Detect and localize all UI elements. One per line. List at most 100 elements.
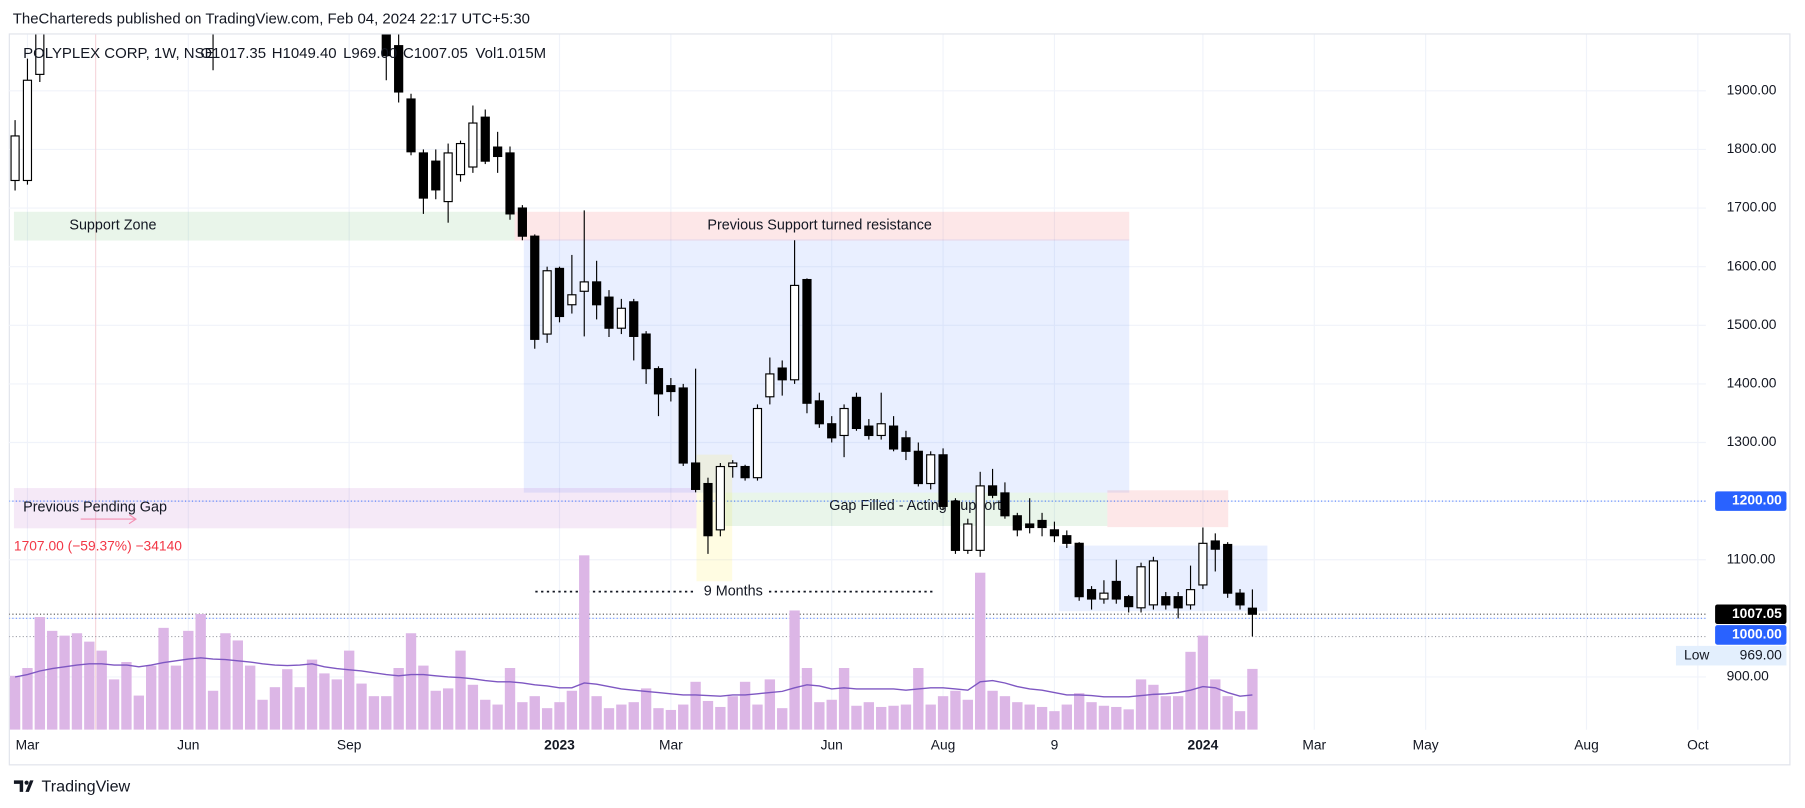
candle-body (888, 425, 899, 450)
volume-bar (777, 708, 788, 730)
volume-bar (244, 665, 256, 730)
volume-bar (975, 572, 986, 730)
candle-body (1136, 566, 1146, 609)
legend-close: C1007.05 (403, 45, 468, 62)
volume-bar (442, 688, 454, 730)
candle-body (926, 454, 936, 485)
volume-bar (492, 704, 503, 730)
candle-body (851, 396, 862, 430)
candles (10, 34, 1258, 637)
candle-body (1235, 592, 1245, 606)
x-tick-label: Oct (1687, 736, 1709, 752)
volume-bar (579, 555, 590, 730)
y-tick-label: 1500.00 (1727, 316, 1777, 332)
candle-body (22, 79, 33, 182)
volume-bar (603, 708, 615, 730)
candle-body (1099, 592, 1109, 600)
candle-body (938, 454, 948, 507)
candle-body (740, 465, 750, 479)
volume-bar (1135, 679, 1147, 730)
volume-bar (59, 635, 70, 730)
low-label-box (1675, 645, 1787, 666)
brand-logo (13, 780, 34, 792)
candle-body (975, 485, 985, 551)
candle-body (728, 462, 738, 468)
candle-body (1173, 596, 1183, 609)
volume-bar (1160, 696, 1171, 730)
volume-bar (195, 614, 206, 730)
volume-bar (888, 705, 899, 730)
candle-body (950, 500, 961, 551)
y-tick-label: 1700.00 (1727, 199, 1777, 215)
volume-bar (1222, 696, 1233, 730)
candle-body (913, 450, 923, 485)
volume-bar (962, 699, 973, 730)
candle-body (1037, 519, 1047, 529)
volume-bar (752, 704, 763, 730)
candle-body (455, 142, 466, 176)
candle-body (493, 146, 503, 158)
gap-arrow (80, 514, 137, 525)
price-label-box (1715, 491, 1787, 511)
candle-body (394, 45, 404, 93)
footer: TradingView (13, 778, 131, 796)
low-label-name: Low (1684, 646, 1709, 662)
volume-bar (158, 627, 169, 730)
volume-bar (950, 690, 961, 730)
volume-bar (368, 696, 380, 730)
volume-bar (517, 702, 528, 730)
volume-bar (925, 704, 936, 730)
volume-bar (1210, 679, 1221, 730)
candle-body (443, 152, 453, 203)
volume-bar (851, 705, 862, 730)
volume-bar (9, 675, 21, 730)
volume-bar (356, 683, 367, 730)
candle-body (827, 423, 837, 439)
candle-body (1198, 542, 1208, 586)
candle-body (1185, 589, 1196, 606)
legend-high: H1049.40 (272, 45, 337, 62)
volume-bar (1111, 706, 1122, 730)
candle-body (629, 301, 639, 337)
candle-body (579, 281, 589, 292)
volume-bar (1148, 684, 1159, 730)
candle-body (715, 465, 725, 531)
volume-bar (789, 610, 800, 730)
volume-bar (282, 669, 293, 730)
highlight-box (696, 454, 733, 582)
volume-bar (405, 633, 417, 730)
candle-body (1148, 560, 1159, 606)
candle-body (1074, 542, 1084, 598)
candle-body (480, 116, 490, 162)
volume-bar (665, 709, 677, 730)
candle-body (1000, 492, 1010, 517)
candle-body (1062, 535, 1072, 544)
candle-body (1223, 543, 1233, 594)
volume-bar (343, 650, 355, 730)
candle-body (678, 387, 688, 464)
y-tick-label: 1100.00 (1727, 550, 1776, 566)
volume-bar (71, 633, 83, 730)
volume-bar (170, 665, 182, 730)
grid (8, 34, 1706, 730)
volume-bar (838, 668, 850, 730)
candle-body (35, 34, 45, 75)
volume-bar (1073, 693, 1085, 730)
x-tick-label: 9 (1051, 736, 1059, 752)
volume-bar (826, 699, 837, 730)
volume-bar (269, 687, 281, 730)
x-tick-label: Mar (16, 736, 40, 752)
candle-body (839, 407, 849, 437)
candle-body (864, 425, 874, 437)
candle-body (530, 235, 540, 340)
volume-bar (47, 630, 58, 730)
volume-bar (715, 706, 726, 730)
volume-bar (678, 704, 689, 730)
brand-logo-dot (24, 780, 29, 785)
annotation-label: 9 Months (704, 583, 763, 599)
volume (9, 555, 1258, 730)
x-tick-label: Mar (1302, 736, 1326, 752)
volume-bar (1049, 711, 1060, 730)
volume-ma-line (14, 657, 1253, 698)
